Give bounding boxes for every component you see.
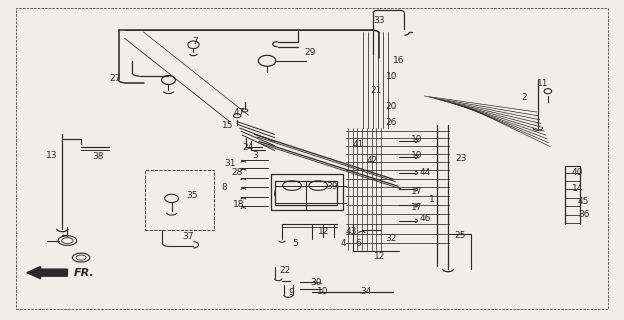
Text: 40: 40 [572,168,583,177]
Text: 28: 28 [231,168,242,177]
Bar [271,174,343,210]
Text: 10: 10 [317,287,328,296]
Text: 46: 46 [420,214,431,223]
Text: 42: 42 [367,156,378,165]
Text: 10: 10 [386,72,397,81]
Text: 15: 15 [222,121,233,130]
Text: 35: 35 [186,191,197,200]
Text: 47: 47 [233,108,245,117]
Text: 37: 37 [182,232,193,241]
Text: 6: 6 [356,239,361,248]
Text: 32: 32 [386,234,397,243]
Text: 2: 2 [521,93,527,102]
Text: 12: 12 [374,252,386,261]
Text: 16: 16 [393,56,404,65]
Text: 17: 17 [411,188,422,196]
Text: 12: 12 [318,227,329,236]
Text: 19: 19 [411,151,422,160]
Text: 31: 31 [225,159,236,168]
Text: 19: 19 [411,135,422,144]
Text: 43: 43 [345,227,356,236]
Text: 11: 11 [537,79,548,88]
Text: 27: 27 [109,74,120,83]
Text: FR.: FR. [74,268,94,278]
FancyArrow shape [27,267,67,279]
Text: 17: 17 [411,204,422,212]
Text: 25: 25 [454,231,466,240]
Text: 7: 7 [192,37,198,46]
Text: 23: 23 [456,154,467,163]
Text: 8: 8 [222,183,227,192]
Text: 39: 39 [326,182,338,191]
Bar [275,181,337,205]
Text: 9: 9 [288,288,294,297]
Text: 36: 36 [578,210,589,219]
Text: 14: 14 [572,184,583,193]
Text: 4: 4 [340,239,346,248]
Text: 44: 44 [420,168,431,177]
Text: 45: 45 [578,197,589,206]
Text: 29: 29 [305,48,316,57]
Text: 24: 24 [242,143,253,152]
Text: 33: 33 [373,16,384,25]
Text: 34: 34 [361,287,372,296]
Text: 38: 38 [92,152,104,161]
Text: 26: 26 [386,118,397,127]
Text: 21: 21 [370,86,381,95]
Text: 18: 18 [233,200,244,209]
Text: 20: 20 [386,102,397,111]
Bar [145,170,214,230]
Text: 30: 30 [311,278,322,287]
Text: 22: 22 [280,266,291,275]
Text: 41: 41 [353,140,364,149]
Text: 5: 5 [292,239,298,248]
Text: 13: 13 [46,151,57,160]
Text: 3: 3 [252,151,258,160]
Text: 1: 1 [429,195,435,204]
